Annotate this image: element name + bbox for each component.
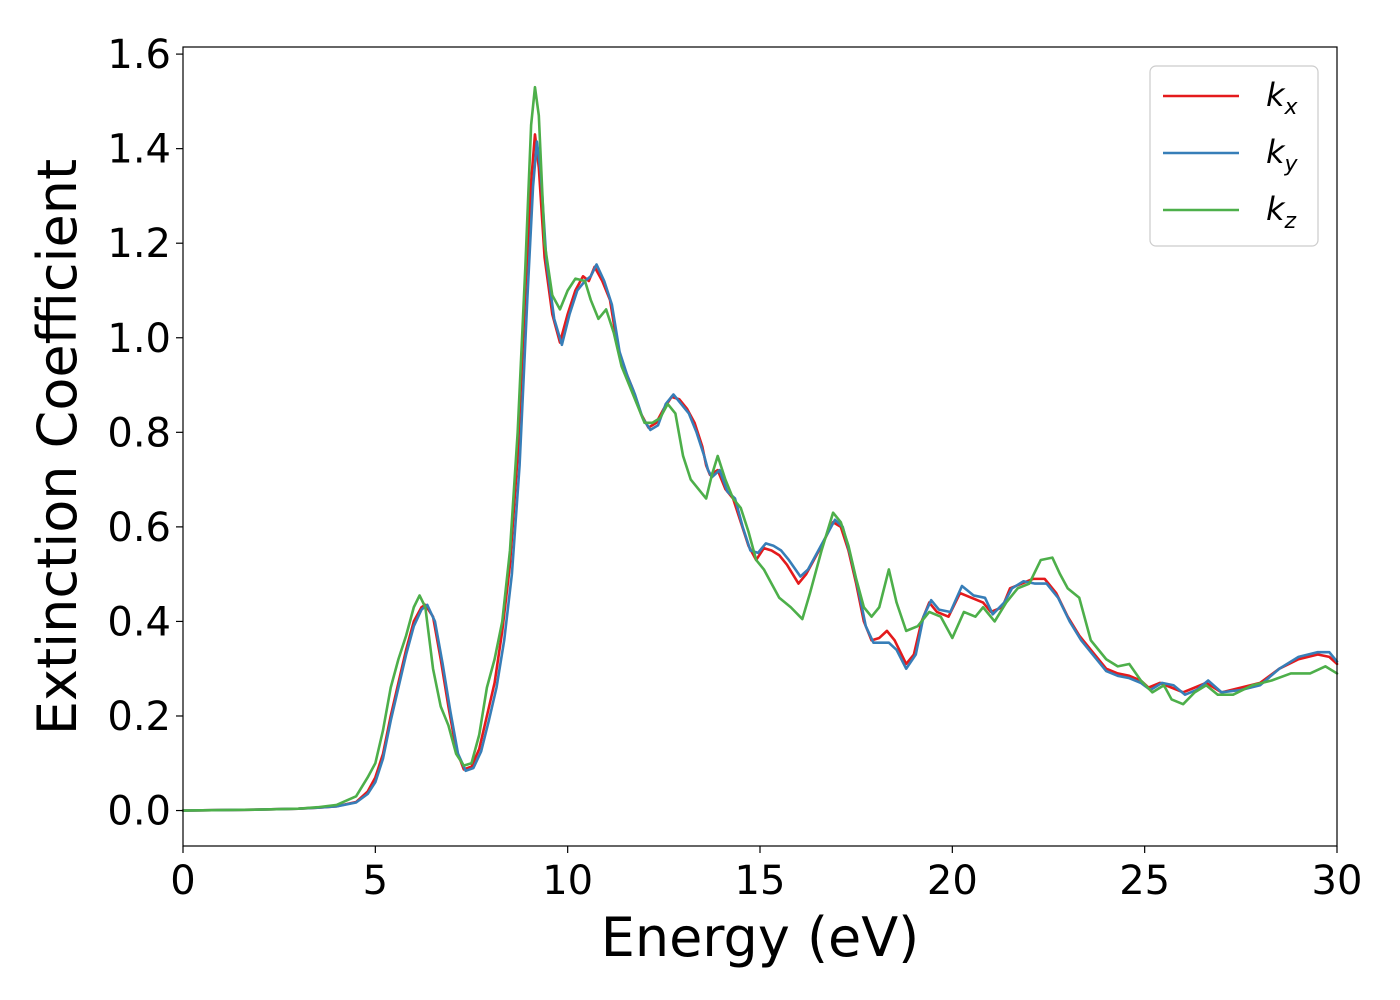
x-axis-ticks: 0 5 10 15 20 25 30 bbox=[170, 846, 1362, 904]
y-tick-label: 1.4 bbox=[107, 127, 171, 173]
x-tick-label: 5 bbox=[363, 858, 388, 904]
y-tick-label: 0.0 bbox=[107, 789, 171, 835]
x-axis-label: Energy (eV) bbox=[601, 906, 920, 969]
x-tick-label: 20 bbox=[927, 858, 978, 904]
y-tick-label: 0.4 bbox=[107, 599, 171, 645]
legend-label-z: kz bbox=[1266, 190, 1297, 234]
legend-box bbox=[1149, 65, 1319, 247]
x-tick-label: 25 bbox=[1119, 858, 1170, 904]
y-tick-label: 1.2 bbox=[107, 221, 171, 267]
y-tick-label: 0.6 bbox=[107, 505, 171, 551]
legend-label-x: kx bbox=[1266, 76, 1299, 120]
y-tick-label: 0.8 bbox=[107, 410, 171, 456]
y-axis-ticks: 0.0 0.2 0.4 0.6 0.8 1.0 1.2 1.4 1.6 bbox=[107, 32, 183, 835]
y-tick-label: 1.6 bbox=[107, 32, 171, 78]
series-layer bbox=[181, 85, 1339, 812]
x-tick-label: 10 bbox=[542, 858, 593, 904]
legend: kx ky kz bbox=[1149, 65, 1319, 247]
y-axis-label: Extinction Coefficient bbox=[26, 159, 89, 735]
x-tick-label: 15 bbox=[735, 858, 786, 904]
x-tick-label: 0 bbox=[170, 858, 195, 904]
legend-label-y: ky bbox=[1266, 133, 1299, 177]
x-tick-label: 30 bbox=[1312, 858, 1363, 904]
y-tick-label: 0.2 bbox=[107, 694, 171, 740]
y-tick-label: 1.0 bbox=[107, 316, 171, 362]
series-line-z bbox=[181, 85, 1339, 812]
